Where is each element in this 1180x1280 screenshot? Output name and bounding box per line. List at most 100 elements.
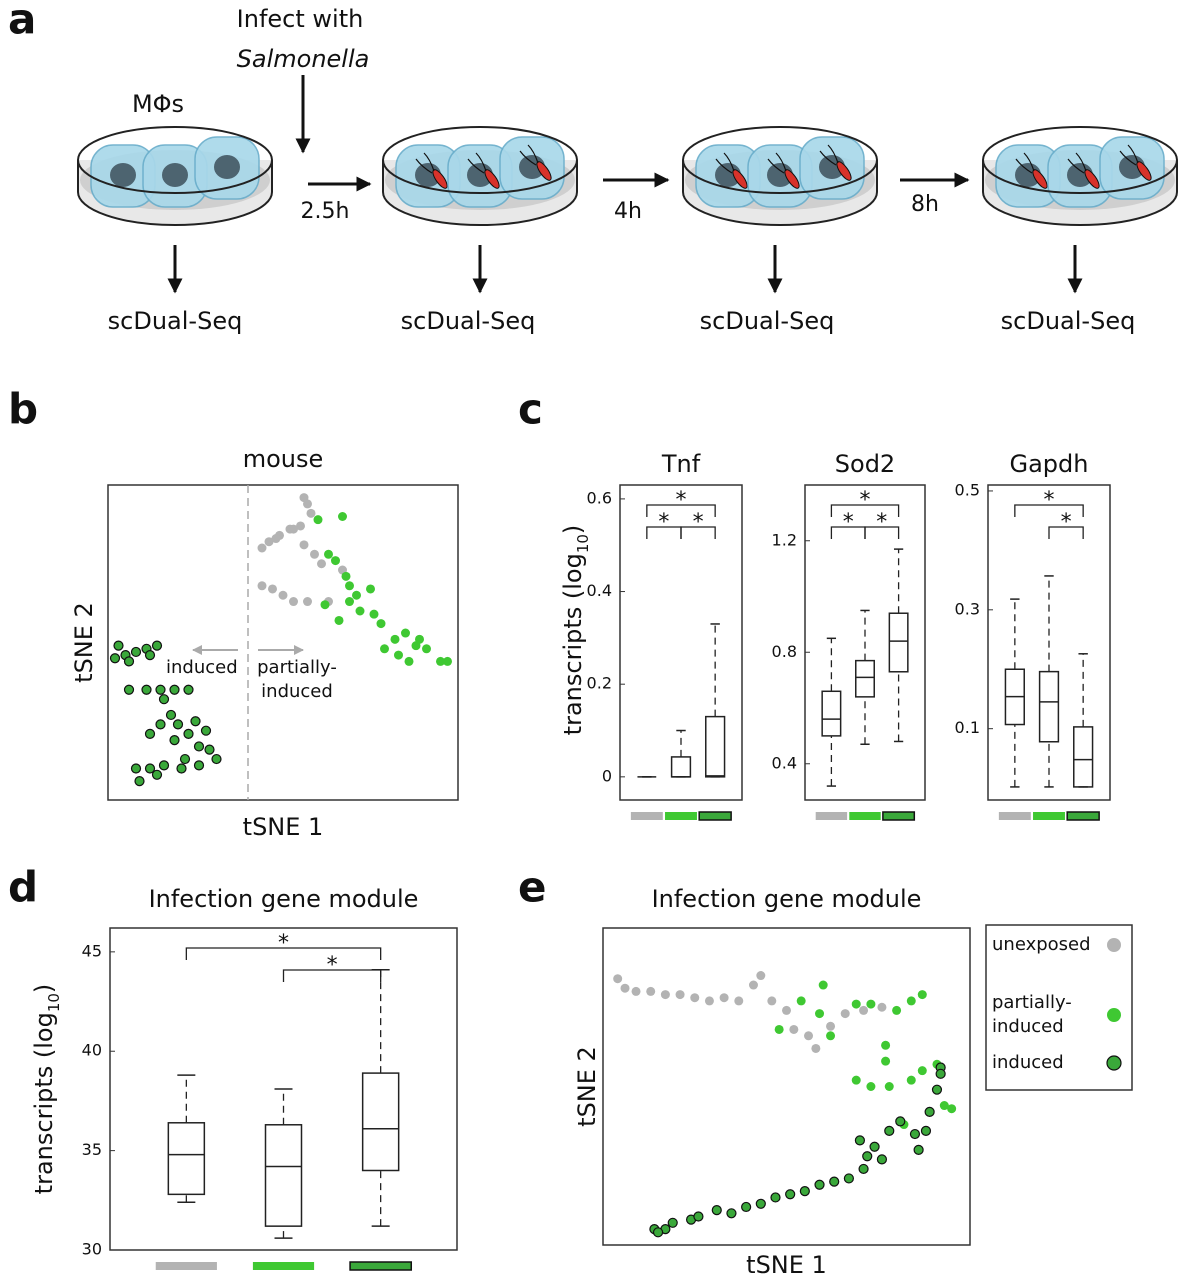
point [906, 996, 916, 1006]
y-axis-label: tSNE 2 [573, 1046, 601, 1127]
point [123, 684, 135, 695]
y-axis-label-part: transcripts (log [559, 553, 587, 735]
box [670, 756, 692, 778]
infect-label: Infect with [237, 5, 364, 33]
point [796, 996, 806, 1006]
flagella [467, 152, 487, 174]
panel-label: e [518, 863, 547, 912]
point [851, 999, 861, 1009]
point [268, 584, 277, 594]
legend-swatch [1106, 1055, 1122, 1071]
flagella [767, 152, 787, 174]
panel-label: d [8, 863, 38, 912]
point [711, 1205, 722, 1216]
flagella [819, 144, 839, 166]
point [257, 581, 267, 591]
y-tick-label: 0.1 [955, 718, 980, 737]
plot-frame [619, 484, 743, 801]
point [826, 1021, 836, 1031]
significance-label: * [876, 510, 887, 535]
nucleus [1067, 163, 1093, 187]
dish [382, 126, 578, 226]
category-swatch [665, 812, 697, 820]
chart-title: Sod2 [835, 450, 895, 478]
point [130, 646, 142, 658]
significance-bracket [864, 526, 900, 539]
panel-label: a [8, 0, 36, 44]
point [141, 684, 152, 695]
legend-swatch [1107, 938, 1121, 952]
plot-frame [602, 927, 971, 1246]
point [341, 571, 351, 581]
point [631, 986, 641, 996]
annotation: induced [166, 657, 238, 678]
point [814, 1179, 825, 1190]
y-tick-label: 1.2 [772, 530, 797, 549]
y-tick-label: 0.4 [587, 581, 612, 600]
point [144, 763, 156, 774]
point [257, 543, 267, 553]
y-tick-label: 0.4 [772, 753, 797, 772]
point [646, 986, 656, 996]
nucleus [162, 163, 188, 187]
dish [77, 126, 273, 226]
point [401, 628, 410, 638]
point [271, 534, 281, 544]
chart-title: mouse [243, 445, 324, 473]
point [151, 769, 163, 780]
significance-label: * [278, 931, 289, 956]
point [767, 996, 777, 1006]
point [176, 763, 187, 774]
category-swatch [698, 811, 732, 821]
point [151, 640, 163, 651]
chart-title: Infection gene module [149, 885, 419, 913]
flagella [1015, 152, 1035, 174]
point [877, 1002, 887, 1012]
point [306, 508, 316, 518]
dish-rim [982, 126, 1178, 194]
y-tick-label: 0.3 [955, 599, 980, 618]
significance-bracket [680, 526, 716, 539]
plot-frame [987, 484, 1111, 801]
category-swatch [998, 812, 1031, 820]
organism: Salmonella [237, 45, 370, 73]
point [704, 996, 714, 1006]
point [345, 597, 354, 607]
legend-label: partially-induced [992, 992, 1072, 1037]
point [390, 634, 400, 644]
point [313, 515, 323, 525]
point [858, 1163, 869, 1175]
point [155, 719, 166, 730]
category-swatch [630, 812, 663, 820]
point [352, 590, 361, 600]
point [693, 1211, 704, 1222]
point [366, 584, 375, 594]
nucleus [1015, 163, 1041, 187]
point [613, 974, 623, 984]
diagram: Infect with Salmonella MΦs 2.5h 4h 8h sc… [77, 5, 1178, 335]
dish-rim [77, 126, 273, 194]
nucleus [214, 155, 240, 179]
point [296, 521, 305, 531]
nucleus [467, 163, 493, 187]
point [415, 634, 424, 644]
point [404, 656, 414, 666]
y-tick-label: 40 [82, 1041, 102, 1060]
nucleus [715, 163, 741, 187]
point [895, 1116, 906, 1127]
point [939, 1101, 949, 1111]
flagella [1119, 144, 1139, 166]
nucleus [819, 155, 845, 179]
point [799, 1186, 810, 1197]
point [436, 656, 445, 666]
nucleus [519, 155, 545, 179]
category-swatch [849, 812, 881, 820]
point [422, 644, 431, 654]
point [734, 996, 744, 1006]
category-swatch [252, 1262, 315, 1270]
point [278, 590, 288, 600]
point [818, 980, 828, 990]
point [667, 1217, 678, 1228]
legend-frame [985, 924, 1133, 1091]
